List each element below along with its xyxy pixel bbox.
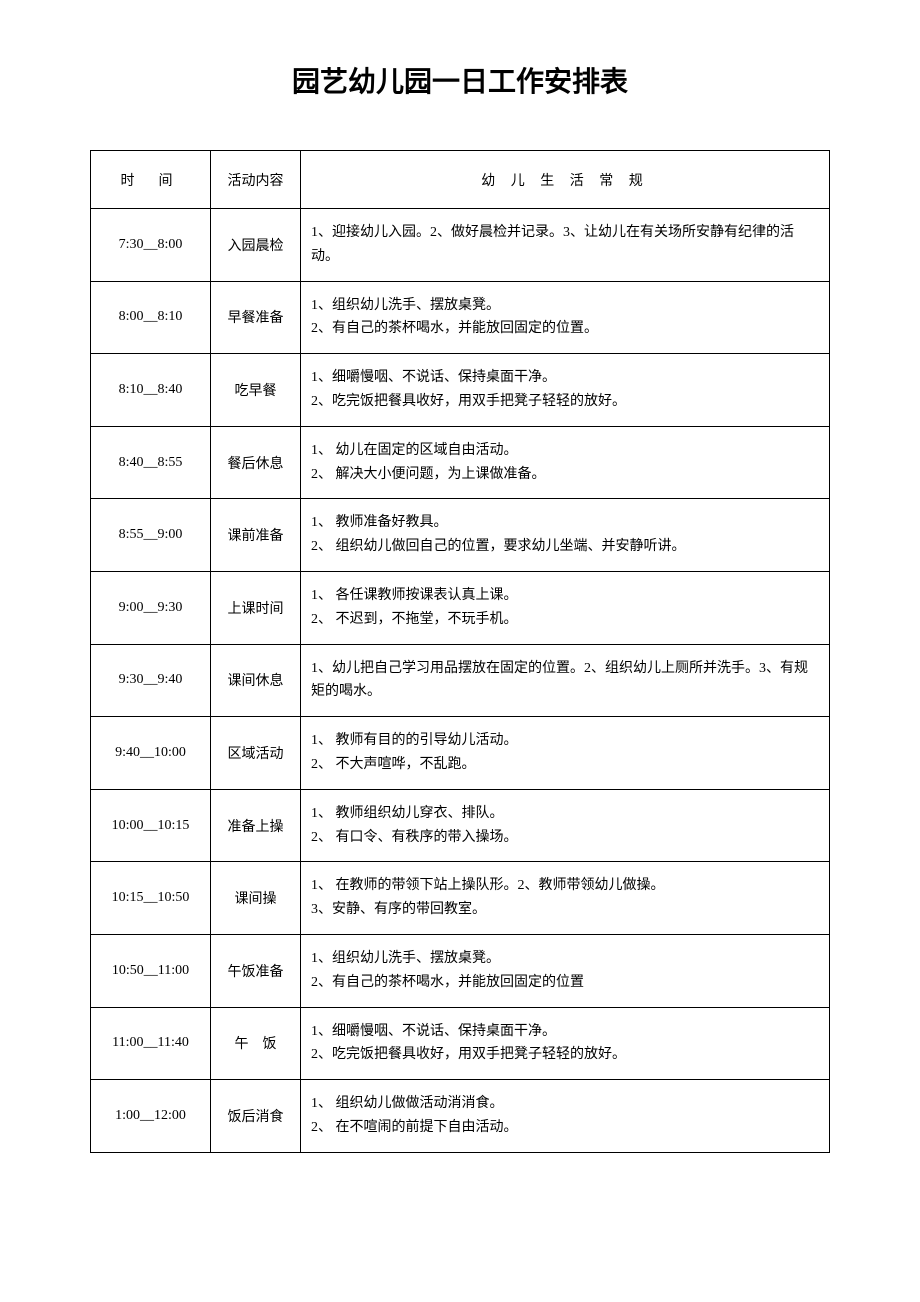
cell-time: 10:00__10:15 [91, 789, 211, 862]
cell-time: 8:10__8:40 [91, 354, 211, 427]
table-row: 11:00__11:40午 饭1、细嚼慢咽、不说话、保持桌面干净。2、吃完饭把餐… [91, 1007, 830, 1080]
cell-routine: 1、幼儿把自己学习用品摆放在固定的位置。2、组织幼儿上厕所并洗手。3、有规矩的喝… [301, 644, 830, 717]
cell-routine: 1、组织幼儿洗手、摆放桌凳。2、有自己的茶杯喝水，并能放回固定的位置 [301, 934, 830, 1007]
table-row: 10:00__10:15准备上操1、 教师组织幼儿穿衣、排队。2、 有口令、有秩… [91, 789, 830, 862]
table-body: 7:30__8:00入园晨检1、迎接幼儿入园。2、做好晨检并记录。3、让幼儿在有… [91, 209, 830, 1153]
cell-activity: 午 饭 [211, 1007, 301, 1080]
cell-time: 9:30__9:40 [91, 644, 211, 717]
table-row: 9:30__9:40课间休息1、幼儿把自己学习用品摆放在固定的位置。2、组织幼儿… [91, 644, 830, 717]
cell-time: 8:55__9:00 [91, 499, 211, 572]
cell-routine: 1、 在教师的带领下站上操队形。2、教师带领幼儿做操。3、安静、有序的带回教室。 [301, 862, 830, 935]
table-row: 8:55__9:00课前准备1、 教师准备好教具。2、 组织幼儿做回自己的位置，… [91, 499, 830, 572]
header-routine: 幼 儿 生 活 常 规 [301, 151, 830, 209]
table-row: 9:00__9:30上课时间1、 各任课教师按课表认真上课。2、 不迟到，不拖堂… [91, 571, 830, 644]
cell-activity: 课间操 [211, 862, 301, 935]
cell-time: 1:00__12:00 [91, 1080, 211, 1153]
table-row: 8:40__8:55餐后休息1、 幼儿在固定的区域自由活动。2、 解决大小便问题… [91, 426, 830, 499]
table-row: 1:00__12:00饭后消食1、 组织幼儿做做活动消消食。2、 在不喧闹的前提… [91, 1080, 830, 1153]
cell-routine: 1、 幼儿在固定的区域自由活动。2、 解决大小便问题，为上课做准备。 [301, 426, 830, 499]
cell-activity: 课间休息 [211, 644, 301, 717]
cell-activity: 入园晨检 [211, 209, 301, 282]
cell-activity: 课前准备 [211, 499, 301, 572]
table-header-row: 时间 活动内容 幼 儿 生 活 常 规 [91, 151, 830, 209]
cell-time: 10:50__11:00 [91, 934, 211, 1007]
cell-activity: 准备上操 [211, 789, 301, 862]
table-row: 10:15__10:50课间操1、 在教师的带领下站上操队形。2、教师带领幼儿做… [91, 862, 830, 935]
table-row: 8:10__8:40吃早餐1、细嚼慢咽、不说话、保持桌面干净。2、吃完饭把餐具收… [91, 354, 830, 427]
cell-routine: 1、 教师准备好教具。2、 组织幼儿做回自己的位置，要求幼儿坐端、并安静听讲。 [301, 499, 830, 572]
header-activity: 活动内容 [211, 151, 301, 209]
cell-activity: 早餐准备 [211, 281, 301, 354]
table-row: 7:30__8:00入园晨检1、迎接幼儿入园。2、做好晨检并记录。3、让幼儿在有… [91, 209, 830, 282]
cell-time: 9:40__10:00 [91, 717, 211, 790]
cell-time: 11:00__11:40 [91, 1007, 211, 1080]
cell-activity: 饭后消食 [211, 1080, 301, 1153]
cell-activity: 吃早餐 [211, 354, 301, 427]
cell-routine: 1、 各任课教师按课表认真上课。2、 不迟到，不拖堂，不玩手机。 [301, 571, 830, 644]
cell-routine: 1、 教师有目的的引导幼儿活动。2、 不大声喧哗，不乱跑。 [301, 717, 830, 790]
cell-activity: 餐后休息 [211, 426, 301, 499]
cell-routine: 1、组织幼儿洗手、摆放桌凳。2、有自己的茶杯喝水，并能放回固定的位置。 [301, 281, 830, 354]
schedule-table: 时间 活动内容 幼 儿 生 活 常 规 7:30__8:00入园晨检1、迎接幼儿… [90, 150, 830, 1153]
cell-routine: 1、 组织幼儿做做活动消消食。2、 在不喧闹的前提下自由活动。 [301, 1080, 830, 1153]
cell-routine: 1、细嚼慢咽、不说话、保持桌面干净。2、吃完饭把餐具收好，用双手把凳子轻轻的放好… [301, 354, 830, 427]
cell-time: 8:00__8:10 [91, 281, 211, 354]
cell-time: 9:00__9:30 [91, 571, 211, 644]
cell-activity: 上课时间 [211, 571, 301, 644]
cell-routine: 1、 教师组织幼儿穿衣、排队。2、 有口令、有秩序的带入操场。 [301, 789, 830, 862]
cell-time: 8:40__8:55 [91, 426, 211, 499]
cell-routine: 1、细嚼慢咽、不说话、保持桌面干净。2、吃完饭把餐具收好，用双手把凳子轻轻的放好… [301, 1007, 830, 1080]
header-time: 时间 [91, 151, 211, 209]
cell-time: 10:15__10:50 [91, 862, 211, 935]
table-row: 9:40__10:00区域活动1、 教师有目的的引导幼儿活动。2、 不大声喧哗，… [91, 717, 830, 790]
page-title: 园艺幼儿园一日工作安排表 [90, 60, 830, 100]
table-row: 8:00__8:10早餐准备1、组织幼儿洗手、摆放桌凳。2、有自己的茶杯喝水，并… [91, 281, 830, 354]
cell-activity: 区域活动 [211, 717, 301, 790]
table-row: 10:50__11:00午饭准备1、组织幼儿洗手、摆放桌凳。2、有自己的茶杯喝水… [91, 934, 830, 1007]
cell-time: 7:30__8:00 [91, 209, 211, 282]
cell-activity: 午饭准备 [211, 934, 301, 1007]
cell-routine: 1、迎接幼儿入园。2、做好晨检并记录。3、让幼儿在有关场所安静有纪律的活动。 [301, 209, 830, 282]
